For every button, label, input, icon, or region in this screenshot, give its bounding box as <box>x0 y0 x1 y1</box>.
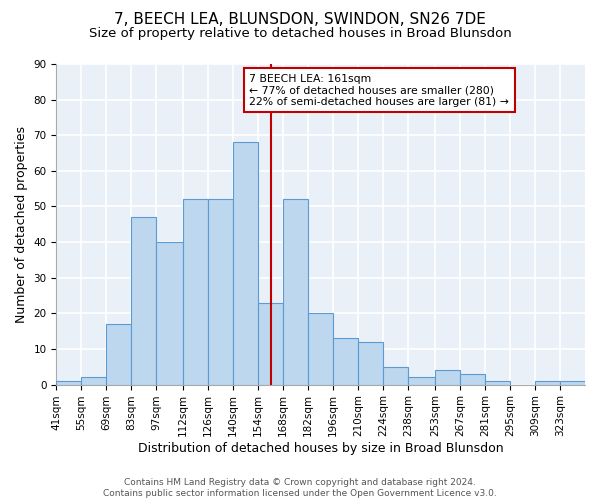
Bar <box>435 370 460 384</box>
Bar <box>535 381 560 384</box>
Bar <box>485 381 510 384</box>
Text: Contains HM Land Registry data © Crown copyright and database right 2024.
Contai: Contains HM Land Registry data © Crown c… <box>103 478 497 498</box>
Bar <box>56 381 82 384</box>
Bar <box>308 314 333 384</box>
Bar <box>233 142 258 384</box>
Bar <box>283 200 308 384</box>
Bar <box>157 242 183 384</box>
Bar <box>408 378 435 384</box>
X-axis label: Distribution of detached houses by size in Broad Blunsdon: Distribution of detached houses by size … <box>138 442 503 455</box>
Bar <box>460 374 485 384</box>
Bar <box>358 342 383 384</box>
Y-axis label: Number of detached properties: Number of detached properties <box>15 126 28 323</box>
Text: Size of property relative to detached houses in Broad Blunsdon: Size of property relative to detached ho… <box>89 28 511 40</box>
Bar <box>131 217 157 384</box>
Bar <box>183 200 208 384</box>
Bar <box>82 378 106 384</box>
Bar <box>208 200 233 384</box>
Bar <box>333 338 358 384</box>
Bar <box>258 302 283 384</box>
Text: 7 BEECH LEA: 161sqm
← 77% of detached houses are smaller (280)
22% of semi-detac: 7 BEECH LEA: 161sqm ← 77% of detached ho… <box>250 74 509 107</box>
Text: 7, BEECH LEA, BLUNSDON, SWINDON, SN26 7DE: 7, BEECH LEA, BLUNSDON, SWINDON, SN26 7D… <box>114 12 486 28</box>
Bar <box>106 324 131 384</box>
Bar <box>560 381 585 384</box>
Bar <box>383 367 408 384</box>
